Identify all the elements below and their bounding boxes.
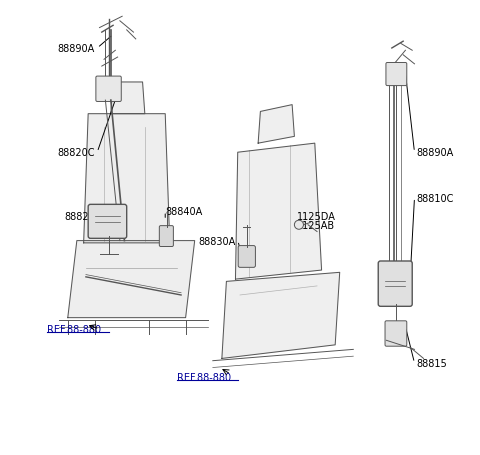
Text: 88810C: 88810C — [417, 193, 454, 203]
FancyBboxPatch shape — [88, 205, 127, 239]
Polygon shape — [68, 241, 195, 318]
Text: 88825: 88825 — [64, 211, 95, 221]
Polygon shape — [222, 273, 340, 359]
Text: 88840A: 88840A — [165, 207, 203, 217]
FancyBboxPatch shape — [386, 63, 407, 86]
FancyBboxPatch shape — [238, 246, 255, 268]
Text: 88890A: 88890A — [58, 44, 95, 54]
Text: 1125DA: 1125DA — [297, 211, 336, 221]
Text: 88830A: 88830A — [198, 236, 236, 246]
FancyBboxPatch shape — [96, 77, 121, 102]
FancyBboxPatch shape — [159, 226, 173, 247]
Polygon shape — [236, 144, 322, 279]
FancyBboxPatch shape — [385, 321, 407, 346]
Text: REF.88-880: REF.88-880 — [48, 324, 101, 334]
Text: 88815: 88815 — [417, 358, 447, 368]
Text: 88890A: 88890A — [417, 148, 454, 158]
Polygon shape — [258, 106, 294, 144]
Text: 88820C: 88820C — [58, 148, 95, 158]
FancyBboxPatch shape — [378, 262, 412, 307]
Text: REF.88-880: REF.88-880 — [177, 372, 231, 382]
Circle shape — [294, 221, 303, 230]
Polygon shape — [111, 83, 145, 115]
Polygon shape — [84, 115, 170, 243]
Text: 1125AB: 1125AB — [297, 220, 335, 230]
